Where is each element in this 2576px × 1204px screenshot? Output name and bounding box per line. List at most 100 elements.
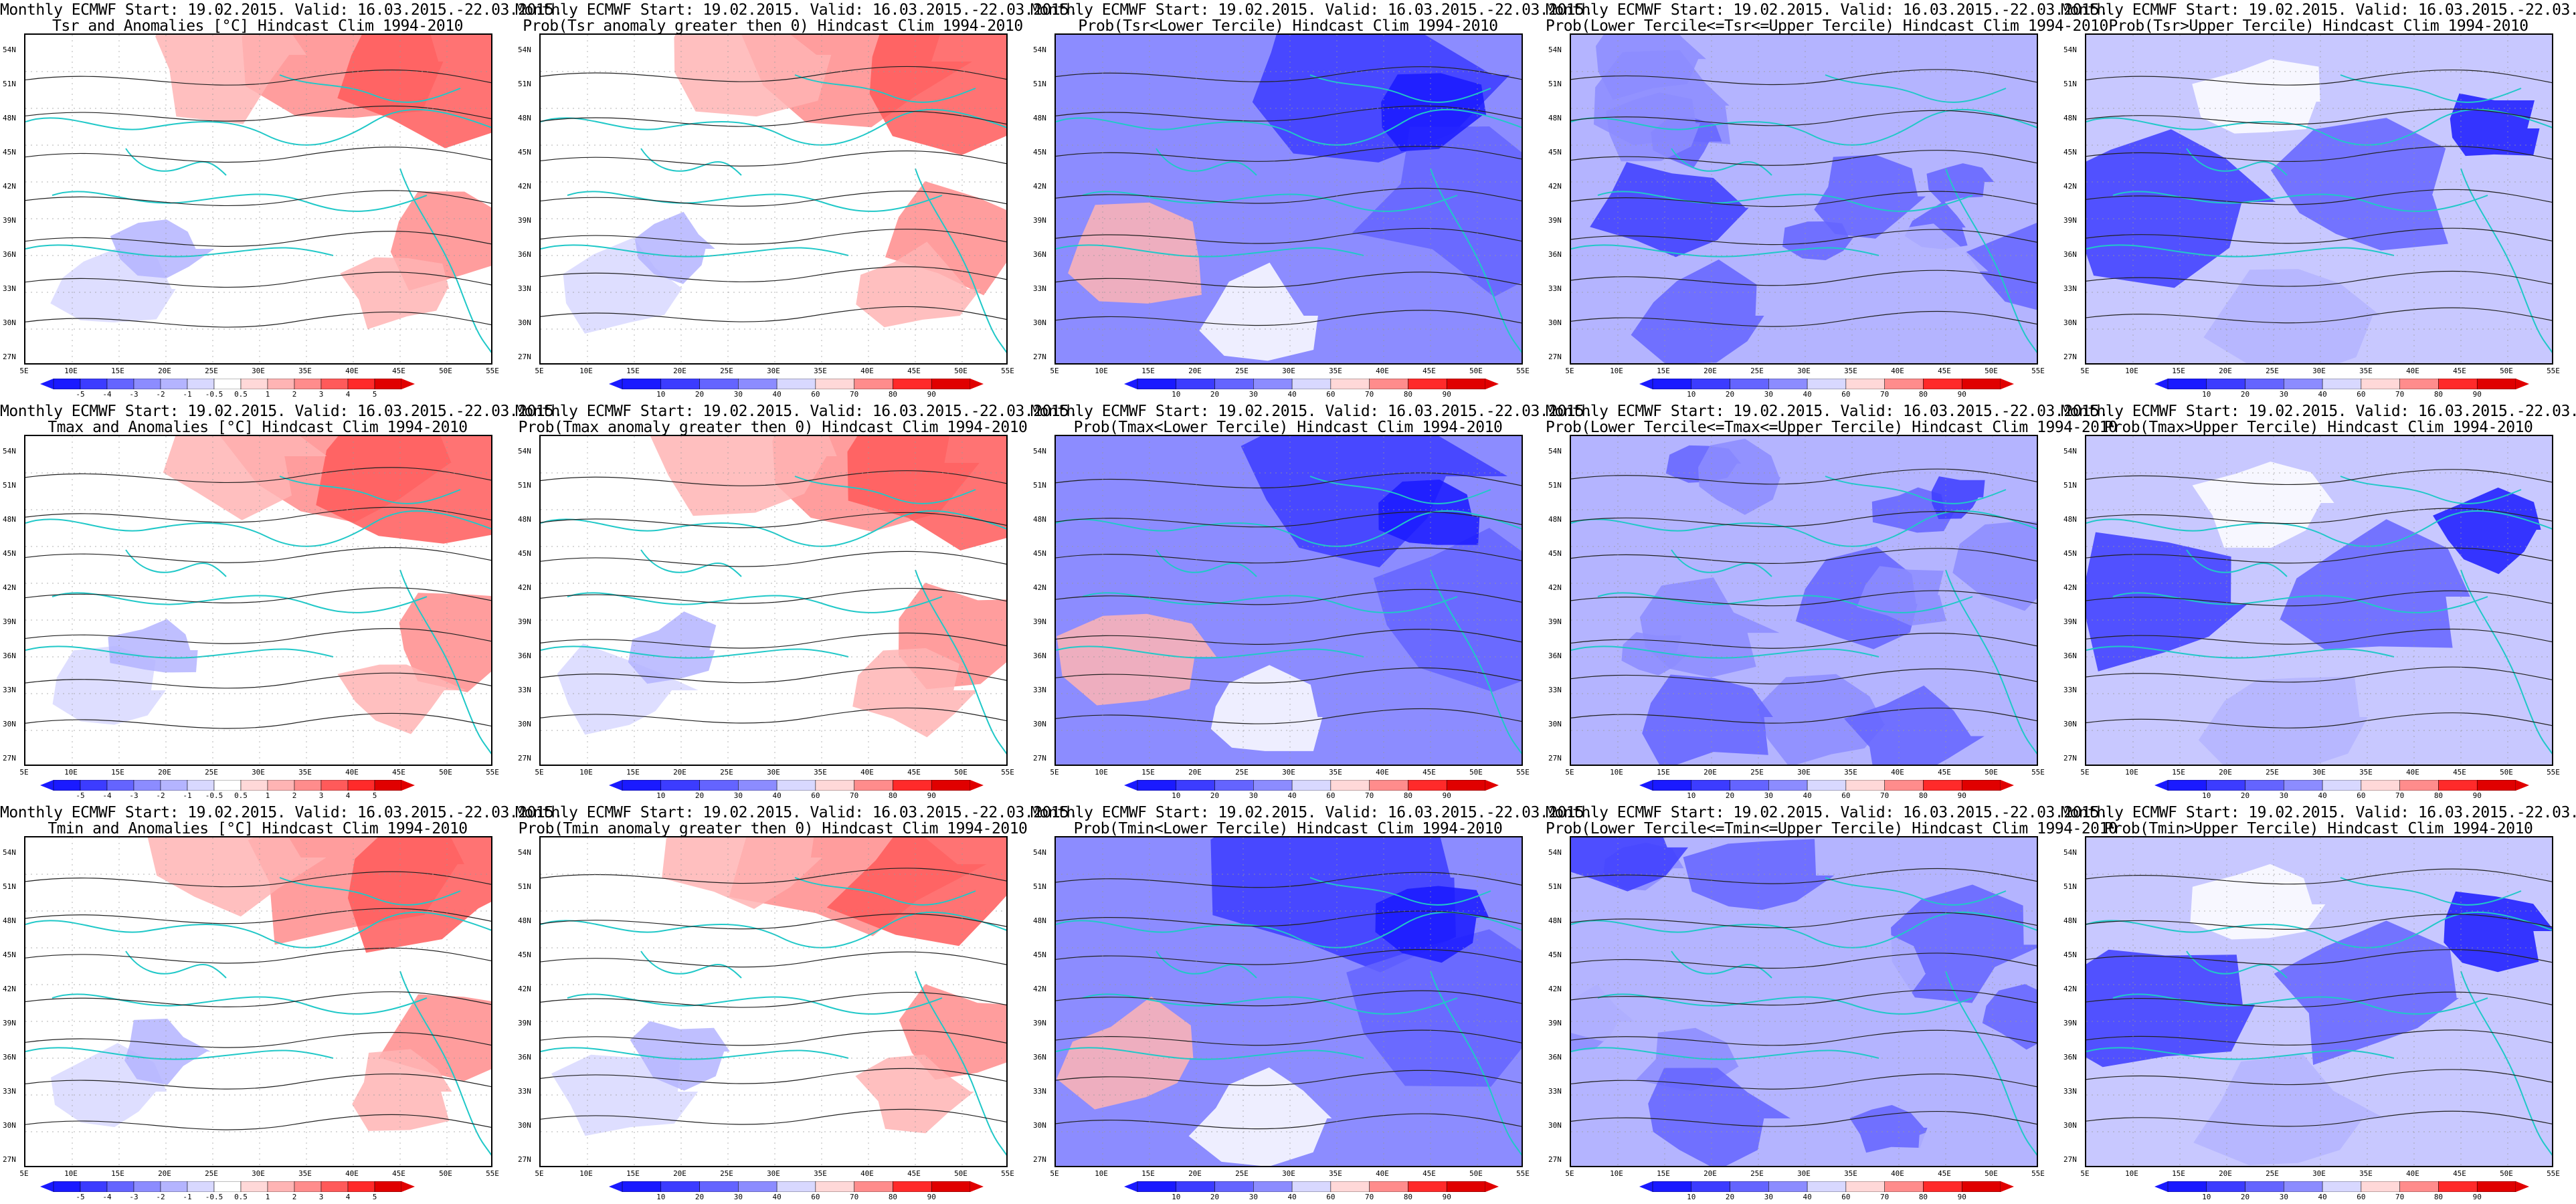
latitude-label: 36N: [518, 250, 531, 259]
colorbar-tick-label: 20: [1210, 390, 1220, 399]
colorbar-tick-label: 70: [850, 791, 859, 800]
colorbar: [1124, 780, 1499, 791]
coastline: [125, 148, 227, 176]
latitude-label: 42N: [518, 985, 531, 993]
latitude-label: 36N: [2063, 1053, 2077, 1062]
longitude-label: 40E: [345, 768, 359, 777]
longitude-label: 25E: [1235, 768, 1249, 777]
colorbar-segment: [776, 780, 816, 791]
longitude-label: 25E: [205, 367, 218, 375]
colorbar-tick-label: 90: [2472, 791, 2482, 800]
map-frame: [1570, 836, 2038, 1167]
colorbar-tick-label: 0.5: [234, 390, 248, 399]
contour-line: [25, 146, 491, 163]
contour-line: [541, 150, 1006, 167]
shading-blob: [2274, 920, 2459, 1066]
shading-blob: [347, 837, 491, 953]
contour-line: [1571, 1029, 2037, 1046]
contour-line: [1571, 548, 2037, 564]
longitude-label: 45E: [907, 367, 921, 375]
colorbar-segment: [1137, 780, 1177, 791]
colorbar-arrow-right: [1485, 1181, 1499, 1192]
longitude-label: 40E: [2406, 768, 2419, 777]
longitude-label: 55E: [2031, 768, 2045, 777]
shading-blob: [2198, 676, 2368, 765]
contour-line: [2086, 70, 2552, 86]
latitude-label: 45N: [3, 950, 16, 959]
contour-line: [1571, 511, 2037, 527]
contour-line: [25, 672, 491, 689]
latitude-label: 51N: [1033, 80, 1046, 88]
colorbar-tick-label: 80: [1403, 1193, 1413, 1201]
shading-blob: [1926, 163, 1995, 203]
contour-line: [541, 66, 1006, 82]
longitude-label: 35E: [1844, 1169, 1857, 1178]
shading-blob: [885, 181, 1006, 296]
colorbar-tick-label: 80: [888, 390, 898, 399]
latitude-label: 54N: [2063, 45, 2077, 54]
longitude-label: 30E: [2312, 1169, 2326, 1178]
colorbar-tick-label: 10: [1687, 390, 1696, 399]
colorbar-segment: [2399, 780, 2439, 791]
latitude-label: 30N: [518, 720, 531, 728]
latitude-label: 33N: [518, 686, 531, 694]
colorbar-segment: [1884, 379, 1924, 389]
colorbar-tick-label: 40: [2318, 791, 2327, 800]
coastline: [2086, 1047, 2395, 1060]
coastline: [399, 971, 491, 1156]
panel-title-line2: Prob(Tmax>Upper Tercile) Hindcast Clim 1…: [2104, 419, 2533, 436]
panel-title-line1: Monthly ECMWF Start: 19.02.2015. Valid: …: [0, 1, 563, 19]
contour-line: [1056, 146, 1522, 162]
colorbar-tick-label: -1: [183, 1193, 192, 1201]
panel-title-line1: Monthly ECMWF Start: 19.02.2015. Valid: …: [1546, 1, 2108, 19]
colorbar-arrow-left: [609, 379, 622, 389]
coastline: [399, 168, 491, 353]
contour-line: [1056, 872, 1522, 888]
longitude-label: 25E: [2266, 1169, 2279, 1178]
map-svg: [541, 35, 1006, 363]
longitude-label: 50E: [1469, 367, 1483, 375]
colorbar-tick-label: -2: [156, 791, 165, 800]
colorbar-tick-label: 90: [1442, 1193, 1451, 1201]
colorbar-segment: [2438, 1181, 2478, 1192]
longitude-label: 10E: [2125, 1169, 2138, 1178]
latitude-label: 36N: [518, 651, 531, 660]
longitude-label: 45E: [392, 1169, 405, 1178]
latitude-label: 36N: [1548, 651, 1562, 660]
colorbar-segment: [893, 1181, 932, 1192]
panel-title-line2: Prob(Tmax anomaly greater then 0) Hindca…: [518, 419, 1028, 436]
colorbar-segment: [622, 379, 662, 389]
latitude-label: 48N: [3, 515, 16, 524]
latitude-label: 54N: [2063, 848, 2077, 857]
longitude-label: 20E: [673, 768, 686, 777]
colorbar-segment: [815, 1181, 854, 1192]
latitude-label: 39N: [1033, 1019, 1046, 1027]
colorbar-segment: [53, 780, 81, 791]
longitude-label: 45E: [2453, 367, 2466, 375]
colorbar-tick-label: 60: [1841, 390, 1851, 399]
colorbar-tick-label: 10: [656, 1193, 666, 1201]
longitude-label: 35E: [2359, 367, 2373, 375]
longitude-label: 5E: [2080, 367, 2090, 375]
colorbar-segment: [660, 780, 700, 791]
contour-line: [541, 191, 1006, 207]
colorbar-segment: [1137, 379, 1177, 389]
colorbar-tick-label: 80: [1403, 791, 1413, 800]
colorbar-tick-label: 30: [1764, 390, 1773, 399]
colorbar-tick-label: 20: [695, 1193, 705, 1201]
colorbar-tick-label: 60: [1326, 390, 1336, 399]
panel-title-line2: Prob(Tmin<Lower Tercile) Hindcast Clim 1…: [1073, 820, 1503, 837]
longitude-label: 40E: [2406, 367, 2419, 375]
contour-line: [1056, 667, 1522, 684]
colorbar-segment: [699, 780, 739, 791]
longitude-label: 35E: [298, 367, 312, 375]
longitude-label: 50E: [1985, 1169, 1998, 1178]
latitude-label: 27N: [1033, 754, 1046, 763]
colorbar-tick-label: 80: [1918, 1193, 1928, 1201]
coastline: [2112, 191, 2488, 212]
contour-line: [541, 667, 1006, 684]
contour-line: [1571, 707, 2037, 724]
contour-line: [1571, 110, 2037, 126]
coastline: [2112, 592, 2488, 613]
latitude-label: 33N: [1548, 1087, 1562, 1096]
